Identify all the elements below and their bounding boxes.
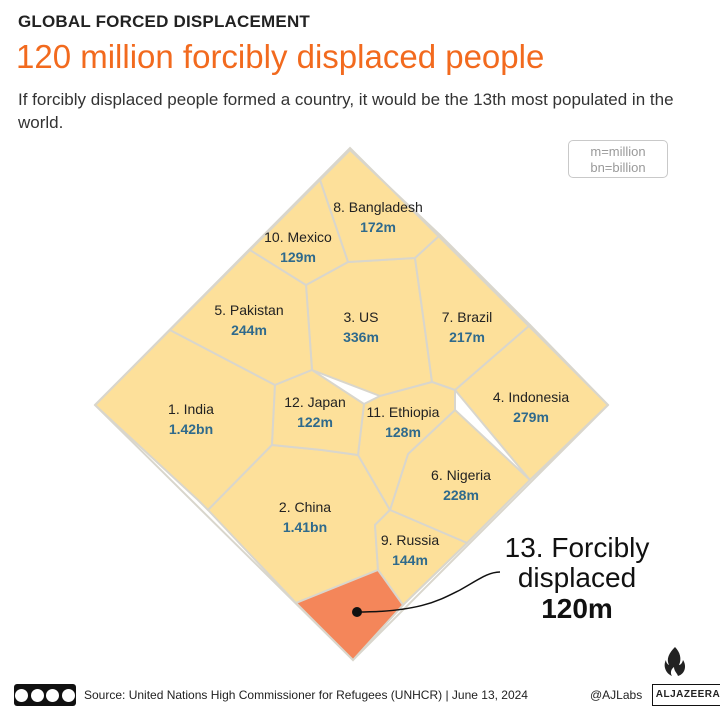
- units-line-million: m=million: [590, 144, 646, 159]
- callout-line2: displaced: [518, 562, 636, 593]
- cell-label-5: 5. Pakistan: [214, 302, 283, 318]
- cell-3: [305, 257, 433, 397]
- cell-value-4: 279m: [513, 409, 549, 425]
- page-title: 120 million forcibly displaced people: [16, 38, 545, 75]
- cell-9: [374, 509, 468, 606]
- cell-value-6: 228m: [443, 487, 479, 503]
- footer: Source: United Nations High Commissioner…: [14, 684, 720, 708]
- cell-value-2: 1.41bn: [283, 519, 327, 535]
- sa-icon: [61, 688, 75, 702]
- cell-label-10: 10. Mexico: [264, 229, 332, 245]
- units-legend: m=million bn=billion: [568, 140, 668, 178]
- callout-line: [356, 571, 501, 613]
- labels-layer: 1. India 1.42bn 2. China 1.41bn 3. US 336m 4. …: [168, 199, 569, 568]
- cell-11: [357, 381, 456, 511]
- cell-value-7: 217m: [449, 329, 485, 345]
- cell-label-6: 6. Nigeria: [431, 467, 491, 483]
- cell-12: [271, 369, 365, 456]
- cell-label-3: 3. US: [343, 309, 378, 325]
- cell-value-9: 144m: [392, 552, 428, 568]
- cell-value-11: 128m: [385, 424, 421, 440]
- cell-value-12: 122m: [297, 414, 333, 430]
- cell-label-11: 11. Ethiopia: [367, 404, 440, 420]
- nc-icon: [46, 688, 60, 702]
- cell-value-10: 129m: [280, 249, 316, 265]
- aljazeera-logo: ALJAZEERA: [652, 684, 720, 706]
- cells-layer: [93, 146, 610, 662]
- cell-label-9: 9. Russia: [381, 532, 440, 548]
- cell-label-1: 1. India: [168, 401, 214, 417]
- cell-value-8: 172m: [360, 219, 396, 235]
- cell-10: [249, 179, 349, 286]
- callout-value: 120m: [541, 593, 613, 624]
- units-line-billion: bn=billion: [590, 160, 646, 175]
- callout-line1: 13. Forcibly: [505, 532, 650, 563]
- cell-label-2: 2. China: [279, 499, 331, 515]
- aljazeera-flame-icon: [664, 647, 686, 676]
- subtitle: If forcibly displaced people formed a co…: [18, 90, 674, 132]
- cell-value-1: 1.42bn: [169, 421, 213, 437]
- cell-label-4: 4. Indonesia: [493, 389, 569, 405]
- cell-value-3: 336m: [343, 329, 379, 345]
- cell-label-7: 7. Brazil: [442, 309, 493, 325]
- creative-commons-badge: [14, 684, 76, 706]
- cell-value-5: 244m: [231, 322, 267, 338]
- cell-label-8: 8. Bangladesh: [333, 199, 423, 215]
- cell-label-12: 12. Japan: [284, 394, 346, 410]
- by-icon: [30, 688, 44, 702]
- cc-icon: [15, 688, 29, 702]
- cell-13-highlight: [294, 568, 405, 662]
- source-note: Source: United Nations High Commissioner…: [84, 688, 528, 702]
- ajlabs-handle: @AJLabs: [590, 688, 643, 702]
- kicker-title: GLOBAL FORCED DISPLACEMENT: [18, 12, 311, 31]
